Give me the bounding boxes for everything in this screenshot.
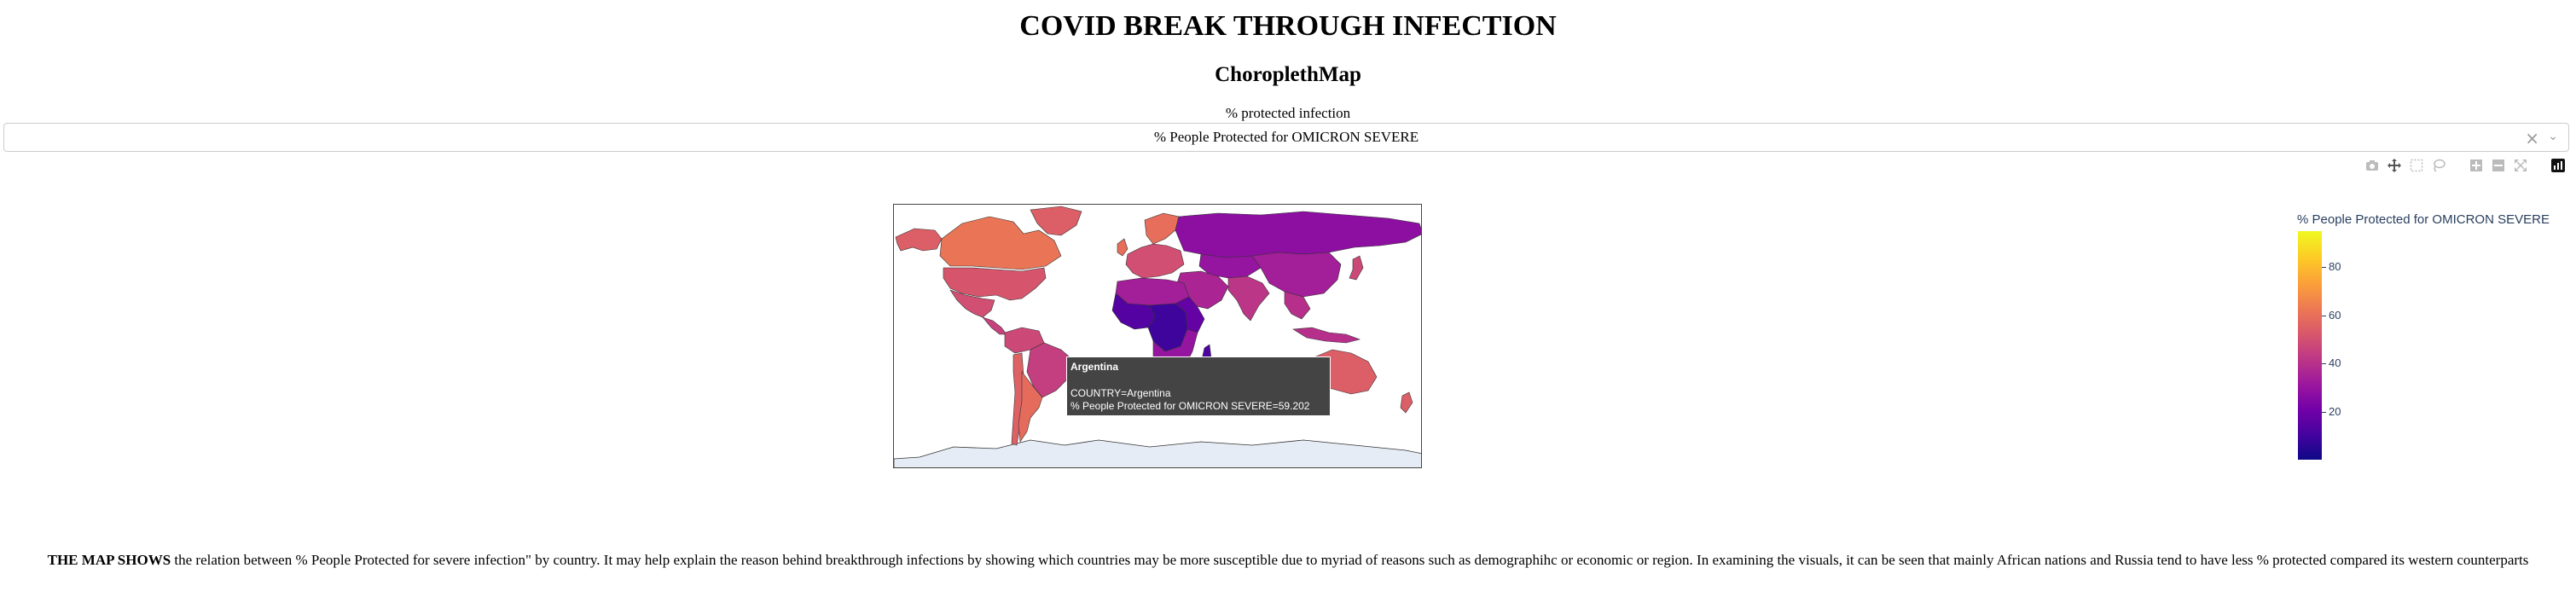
tooltip-country: COUNTRY=Argentina: [1070, 387, 1171, 399]
region[interactable]: [1115, 277, 1190, 306]
chevron-down-icon[interactable]: ⌄: [2548, 130, 2558, 143]
region[interactable]: [895, 228, 943, 252]
world-map-svg[interactable]: [894, 205, 1422, 468]
description-lead: THE MAP SHOWS: [47, 552, 171, 568]
autoscale-icon[interactable]: [2513, 158, 2528, 173]
region[interactable]: [1018, 371, 1043, 443]
region[interactable]: [943, 267, 1047, 301]
region[interactable]: [1284, 291, 1311, 320]
tooltip-title: Argentina: [1070, 361, 1119, 373]
dropdown-selected-value: % People Protected for OMICRON SEVERE: [1153, 129, 1419, 145]
zoom-out-icon[interactable]: [2491, 158, 2506, 173]
colorbar-tick-label: 80: [2329, 260, 2341, 273]
page-subtitle: ChoroplethMap: [1215, 63, 1361, 86]
tooltip-value: % People Protected for OMICRON SEVERE=59…: [1070, 400, 1310, 412]
region[interactable]: [1400, 391, 1413, 414]
lasso-select-icon[interactable]: [2431, 158, 2446, 173]
colorbar-tick-mark: [2322, 267, 2326, 268]
plot-modebar: [2364, 157, 2566, 174]
region[interactable]: [1175, 296, 1205, 333]
region[interactable]: [1011, 352, 1024, 446]
colorbar-tick-label: 60: [2329, 309, 2341, 322]
region[interactable]: [1349, 255, 1364, 281]
box-select-icon[interactable]: [2409, 158, 2424, 173]
colorbar-tick-mark: [2322, 412, 2326, 413]
region[interactable]: [1117, 238, 1128, 257]
page-title: COVID BREAK THROUGH INFECTION: [1019, 10, 1557, 42]
colorbar-tick-label: 40: [2329, 356, 2341, 369]
colorbar-tick-mark: [2322, 363, 2326, 364]
choropleth-map[interactable]: [893, 204, 1422, 468]
region[interactable]: [1125, 243, 1185, 279]
hover-tooltip: Argentina COUNTRY=Argentina % People Pro…: [1066, 356, 1331, 416]
zoom-in-icon[interactable]: [2469, 158, 2484, 173]
region[interactable]: [1026, 342, 1076, 398]
plotly-logo-icon[interactable]: [2550, 158, 2566, 173]
metric-dropdown[interactable]: % People Protected for OMICRON SEVERE × …: [3, 123, 2569, 152]
colorbar-title: % People Protected for OMICRON SEVERE: [2297, 212, 2550, 227]
map-description: THE MAP SHOWS the relation between % Peo…: [0, 551, 2576, 569]
region[interactable]: [1251, 252, 1342, 298]
pan-icon[interactable]: [2387, 158, 2402, 173]
dropdown-label: % protected infection: [1225, 105, 1351, 121]
region[interactable]: [1227, 275, 1270, 322]
camera-icon[interactable]: [2364, 158, 2380, 173]
region[interactable]: [949, 289, 995, 318]
region-antarctica[interactable]: [894, 439, 1422, 468]
colorbar-tick-label: 20: [2329, 405, 2341, 418]
colorbar: [2298, 231, 2322, 460]
region[interactable]: [1292, 327, 1361, 344]
clear-icon[interactable]: ×: [2525, 128, 2539, 148]
region[interactable]: [1030, 206, 1082, 236]
region[interactable]: [1144, 212, 1180, 245]
description-body: the relation between % People Protected …: [171, 552, 2529, 568]
region[interactable]: [939, 216, 1062, 270]
